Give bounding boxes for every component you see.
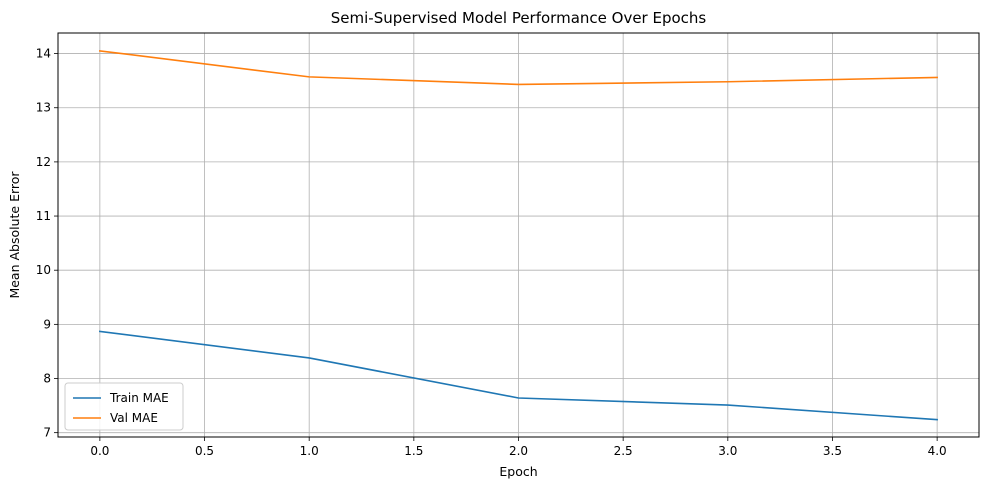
- y-tick-label: 10: [36, 263, 51, 277]
- x-tick-label: 2.0: [509, 444, 528, 458]
- y-tick-label: 7: [43, 426, 51, 440]
- x-tick-label: 2.5: [614, 444, 633, 458]
- x-tick-label: 0.5: [195, 444, 214, 458]
- legend-label: Train MAE: [109, 391, 169, 405]
- chart-title: Semi-Supervised Model Performance Over E…: [331, 9, 707, 27]
- x-tick-label: 1.0: [300, 444, 319, 458]
- x-tick-label: 0.0: [90, 444, 109, 458]
- x-tick-label: 3.0: [718, 444, 737, 458]
- x-tick-label: 1.5: [404, 444, 423, 458]
- x-axis-label: Epoch: [499, 464, 537, 479]
- series-line-val-mae: [98, 49, 938, 86]
- y-axis-label: Mean Absolute Error: [7, 171, 22, 299]
- series-lines: [98, 49, 938, 421]
- y-tick-label: 12: [36, 155, 51, 169]
- y-tick-label: 8: [43, 372, 51, 386]
- grid: [58, 33, 979, 437]
- legend: Train MAE Val MAE: [64, 382, 184, 431]
- y-tick-label: 13: [36, 101, 51, 115]
- y-axis-ticks: 7 8 9 10 11 12 13 14: [36, 47, 58, 440]
- y-tick-label: 9: [43, 317, 51, 331]
- x-axis-ticks: 0.0 0.5 1.0 1.5 2.0 2.5 3.0 3.5 4.0: [90, 437, 947, 458]
- y-tick-label: 14: [36, 47, 51, 61]
- x-tick-label: 3.5: [823, 444, 842, 458]
- x-tick-label: 4.0: [928, 444, 947, 458]
- y-tick-label: 11: [36, 209, 51, 223]
- series-line-train-mae: [98, 330, 938, 421]
- legend-label: Val MAE: [110, 411, 158, 425]
